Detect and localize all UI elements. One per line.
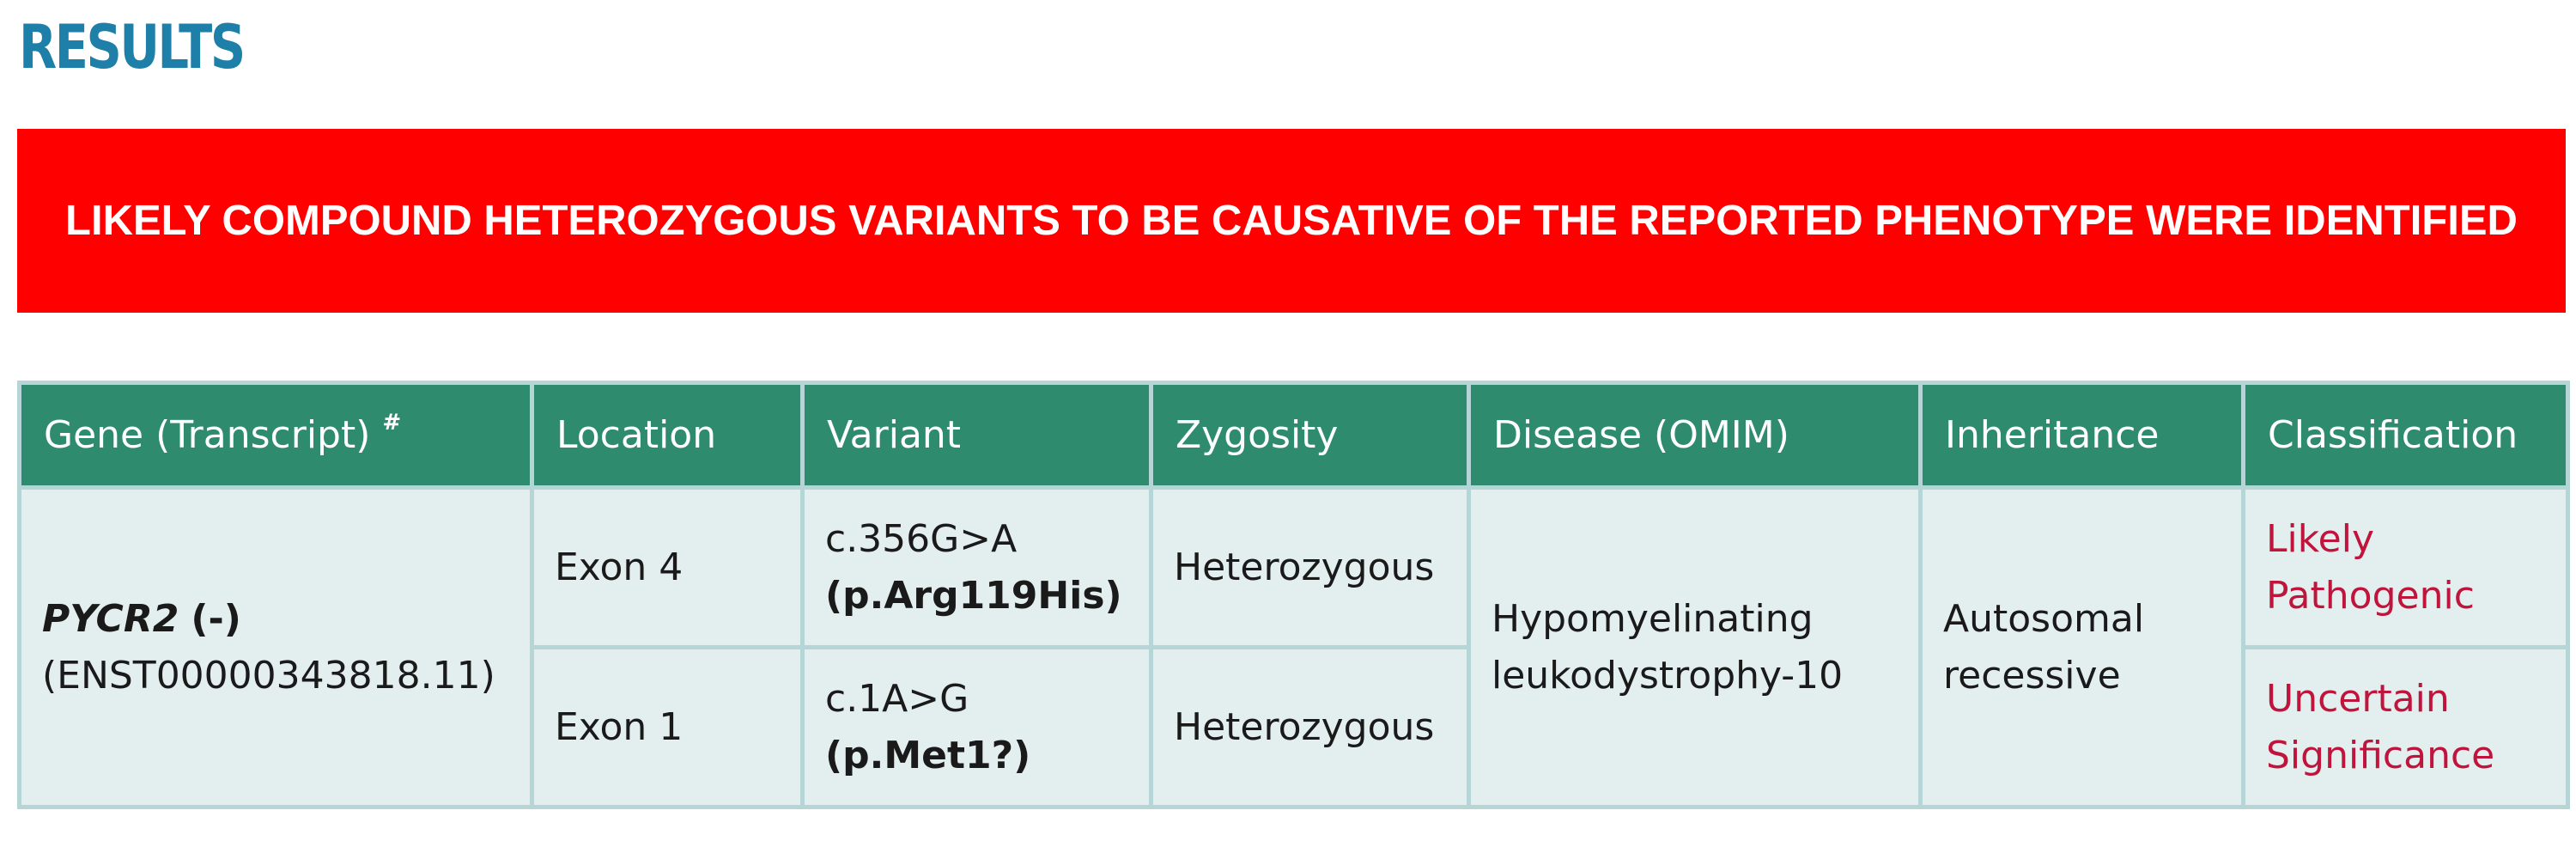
variants-table: Gene (Transcript) # Location Variant Zyg… (17, 381, 2570, 809)
gene-transcript: (ENST00000343818.11) (42, 653, 495, 698)
header-inheritance: Inheritance (1918, 381, 2245, 490)
classification-cell: Uncertain Significance (2241, 645, 2570, 809)
variant-cdna: c.1A>G (825, 676, 969, 721)
variant-cdna: c.356G>A (825, 516, 1018, 561)
gene-cell: PYCR2 (-) (ENST00000343818.11) (17, 485, 534, 809)
table-row: Exon 1 c.1A>G (p.Met1?) Heterozygous Unc… (20, 645, 2570, 809)
location-cell: Exon 1 (530, 645, 805, 809)
header-gene-label: Gene (Transcript) (44, 413, 371, 457)
header-classification: Classification (2241, 381, 2570, 490)
result-summary-text: LIKELY COMPOUND HETEROZYGOUS VARIANTS TO… (65, 198, 2518, 244)
result-summary-banner: LIKELY COMPOUND HETEROZYGOUS VARIANTS TO… (17, 129, 2566, 313)
header-gene: Gene (Transcript) # (17, 381, 534, 490)
location-cell: Exon 4 (530, 485, 805, 649)
section-title: RESULTS (19, 12, 246, 82)
variant-protein: (p.Arg119His) (825, 573, 1122, 618)
zygosity-cell: Heterozygous (1149, 485, 1471, 649)
variant-cell: c.356G>A (p.Arg119His) (800, 485, 1153, 649)
disease-cell: Hypomyelinating leukodystrophy-10 (1467, 485, 1923, 809)
table-header-row: Gene (Transcript) # Location Variant Zyg… (17, 381, 2570, 490)
gene-strand: (-) (191, 596, 241, 641)
gene-name: PYCR2 (42, 596, 179, 641)
variant-cell: c.1A>G (p.Met1?) (800, 645, 1153, 809)
variant-protein: (p.Met1?) (825, 733, 1031, 777)
header-zygosity: Zygosity (1149, 381, 1471, 490)
classification-cell: Likely Pathogenic (2241, 485, 2570, 649)
header-disease: Disease (OMIM) (1467, 381, 1923, 490)
header-location: Location (530, 381, 805, 490)
table-row: PYCR2 (-) (ENST00000343818.11) Exon 4 c.… (17, 485, 2570, 809)
header-gene-marker: # (382, 410, 402, 436)
inheritance-cell: Autosomal recessive (1918, 485, 2245, 809)
header-variant: Variant (800, 381, 1153, 490)
zygosity-cell: Heterozygous (1149, 645, 1471, 809)
